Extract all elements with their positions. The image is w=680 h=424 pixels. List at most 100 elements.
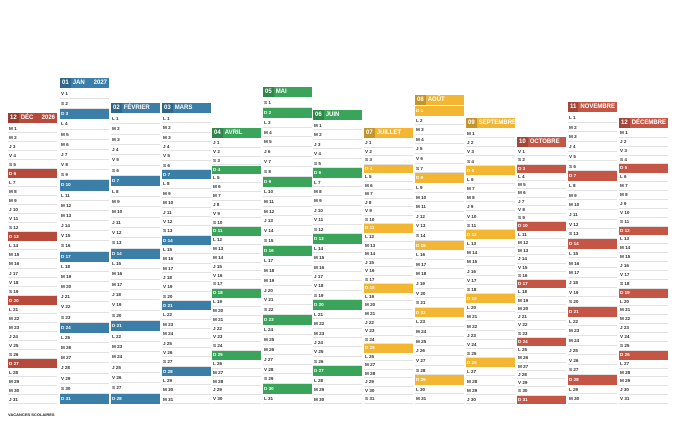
day-row: S 20 bbox=[568, 297, 617, 307]
day-row: L 14 bbox=[8, 241, 57, 251]
day-row: V 23 bbox=[364, 327, 413, 336]
day-row: M 4 bbox=[415, 135, 464, 145]
day-row: M 12 bbox=[60, 201, 109, 211]
day-row: M 1 bbox=[313, 121, 362, 131]
day-row: S 13 bbox=[111, 238, 160, 249]
day-row: M 22 bbox=[313, 319, 362, 329]
day-row: M 28 bbox=[212, 378, 261, 387]
month-number: 08 bbox=[415, 95, 426, 105]
day-row: L 26 bbox=[364, 353, 413, 362]
month-name: DÉC bbox=[20, 115, 34, 121]
day-row: M 3 bbox=[111, 135, 160, 146]
day-row: M 29 bbox=[466, 386, 515, 395]
day-row: L 7 bbox=[313, 178, 362, 188]
day-row: S 11 bbox=[466, 221, 515, 230]
day-row: M 29 bbox=[8, 377, 57, 386]
day-row: D 24 bbox=[517, 337, 566, 347]
day-row: M 26 bbox=[60, 343, 109, 354]
day-row: V 5 bbox=[111, 155, 160, 166]
footer-label: VACANCES SCOLAIRES bbox=[8, 412, 55, 417]
day-row: D 23 bbox=[263, 315, 312, 326]
day-row: D 22 bbox=[415, 307, 464, 318]
day-row: D 25 bbox=[212, 351, 261, 360]
day-row: L 26 bbox=[212, 360, 261, 369]
footer: VACANCES SCOLAIRES bbox=[8, 412, 668, 417]
day-row: L 6 bbox=[466, 175, 515, 184]
day-row: S 13 bbox=[568, 229, 617, 240]
month-name: AVRIL bbox=[224, 130, 243, 136]
day-row: M 27 bbox=[212, 369, 261, 378]
day-row: M 6 bbox=[517, 189, 566, 198]
day-row: D 5 bbox=[619, 164, 668, 174]
day-row: J 10 bbox=[313, 206, 362, 216]
day-row: S 9 bbox=[60, 170, 109, 181]
day-row: S 25 bbox=[466, 349, 515, 359]
day-row: L 29 bbox=[162, 376, 211, 386]
day-row: V 29 bbox=[517, 379, 566, 388]
day-row: J 24 bbox=[8, 332, 57, 341]
day-row: V 26 bbox=[568, 356, 617, 366]
day-row: V 4 bbox=[8, 151, 57, 161]
day-row: S 20 bbox=[162, 292, 211, 302]
day-row: D 17 bbox=[60, 251, 109, 262]
day-row: L 21 bbox=[8, 305, 57, 314]
day-row: D 18 bbox=[212, 289, 261, 298]
day-row: J 15 bbox=[364, 259, 413, 268]
day-row: V 22 bbox=[517, 321, 566, 330]
day-row: V 6 bbox=[415, 154, 464, 164]
day-row: M 30 bbox=[313, 395, 362, 404]
day-row: S 4 bbox=[619, 156, 668, 165]
month-number: 03 bbox=[162, 103, 173, 113]
day-row: V 2 bbox=[364, 148, 413, 157]
day-row: J 18 bbox=[568, 278, 617, 288]
day-row: M 2 bbox=[111, 124, 160, 135]
day-row: J 31 bbox=[8, 395, 57, 404]
day-row: J 28 bbox=[517, 371, 566, 380]
day-row: S 10 bbox=[212, 219, 261, 228]
day-row: M 7 bbox=[212, 192, 261, 201]
day-row: M 18 bbox=[263, 266, 312, 276]
day-row: J 21 bbox=[60, 292, 109, 303]
day-row: J 12 bbox=[415, 212, 464, 222]
day-row: J 17 bbox=[8, 269, 57, 278]
day-row: J 11 bbox=[162, 208, 211, 217]
day-row: L 16 bbox=[415, 250, 464, 260]
month-header: 02 FÉVRIER bbox=[111, 103, 160, 113]
day-row: J 20 bbox=[263, 286, 312, 296]
day-row: J 22 bbox=[212, 325, 261, 334]
day-row: J 2 bbox=[619, 138, 668, 147]
day-row: J 4 bbox=[111, 145, 160, 156]
day-row: L 1 bbox=[111, 114, 160, 125]
day-row: V 31 bbox=[619, 395, 668, 404]
day-row: L 5 bbox=[212, 174, 261, 184]
month-header: 11 NOVEMBRE bbox=[568, 102, 617, 112]
day-row: M 16 bbox=[8, 259, 57, 269]
day-row: M 15 bbox=[8, 250, 57, 260]
day-row: L 23 bbox=[415, 317, 464, 328]
day-row: D 21 bbox=[111, 321, 160, 332]
day-row: V 3 bbox=[466, 147, 515, 157]
day-row: M 15 bbox=[313, 253, 362, 263]
day-row: D 14 bbox=[568, 239, 617, 249]
month-header: 12 DÉCEMBRE bbox=[619, 118, 668, 128]
day-row: D 7 bbox=[568, 171, 617, 181]
day-row: M 10 bbox=[111, 207, 160, 218]
day-row: D 10 bbox=[60, 180, 109, 191]
month-number: 09 bbox=[466, 118, 477, 128]
day-row: M 25 bbox=[263, 335, 312, 345]
day-row: S 26 bbox=[313, 357, 362, 367]
day-row: M 9 bbox=[111, 197, 160, 208]
day-row: M 6 bbox=[364, 182, 413, 191]
day-row: S 6 bbox=[568, 162, 617, 172]
day-row: J 4 bbox=[162, 142, 211, 152]
day-row: S 28 bbox=[415, 366, 464, 376]
day-row: V 17 bbox=[466, 276, 515, 285]
day-row: M 2 bbox=[162, 123, 211, 133]
month-name: JUIN bbox=[325, 112, 340, 118]
day-row: S 2 bbox=[60, 99, 109, 110]
day-row: L 4 bbox=[517, 173, 566, 182]
day-row: J 28 bbox=[60, 363, 109, 374]
day-row: L 31 bbox=[263, 394, 312, 404]
day-row: L 21 bbox=[313, 310, 362, 320]
